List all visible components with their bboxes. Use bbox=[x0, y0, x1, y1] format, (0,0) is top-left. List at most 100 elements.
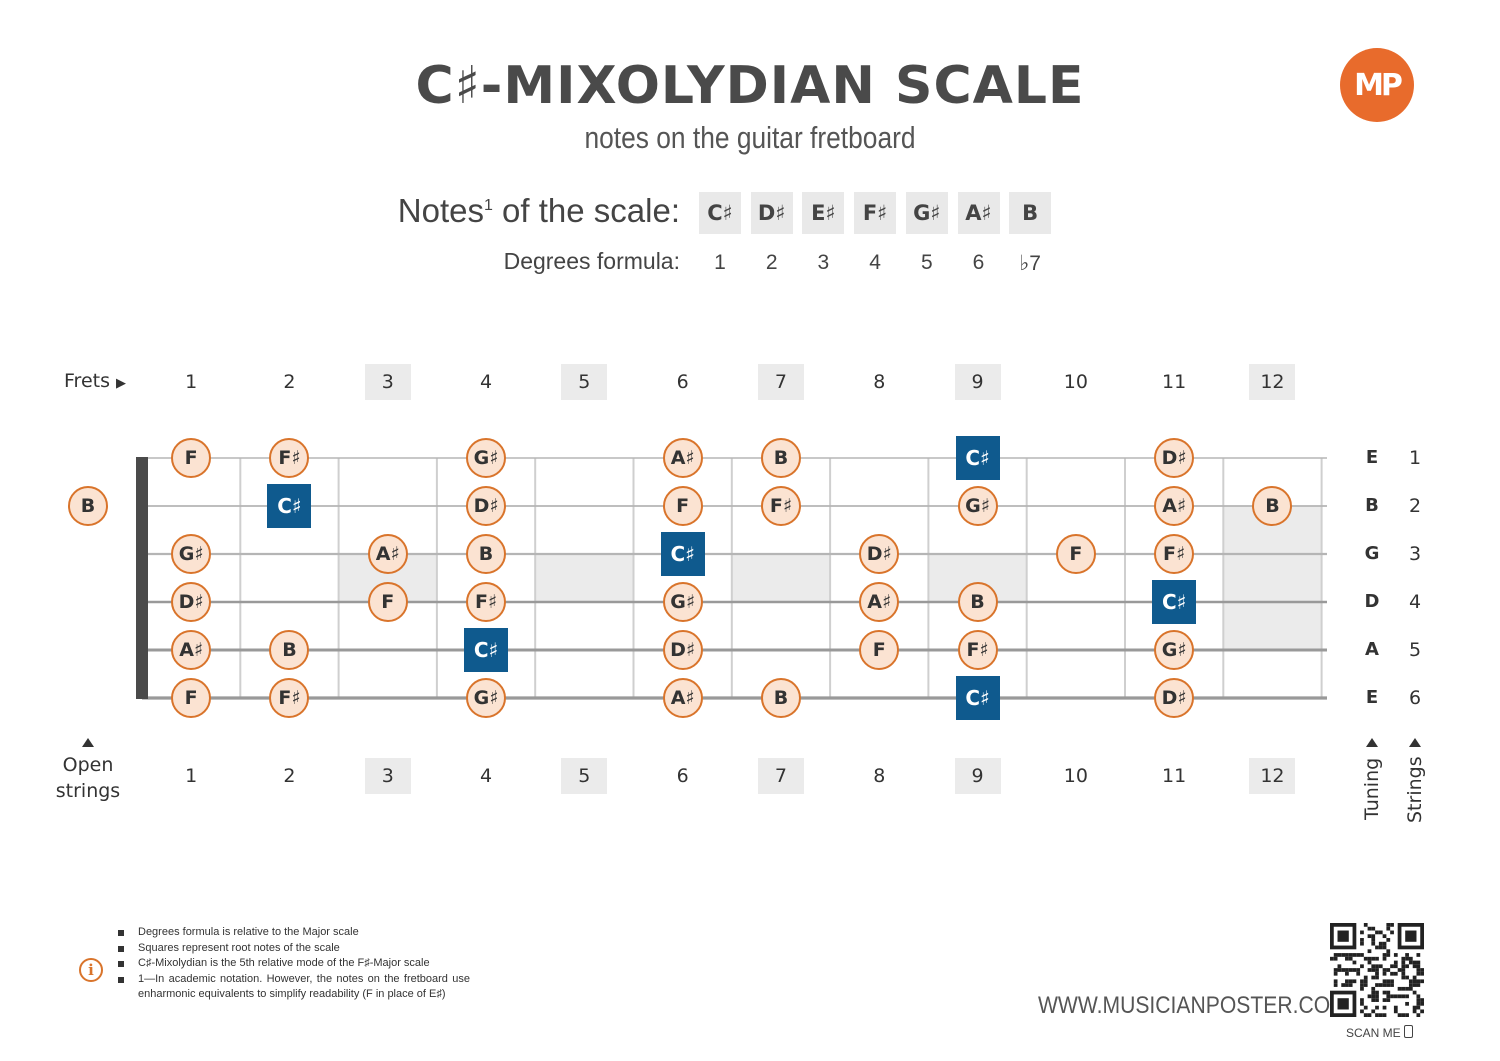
qr-module bbox=[1352, 953, 1357, 957]
degree-value: 2 bbox=[765, 251, 778, 274]
qr-module bbox=[1420, 998, 1424, 1002]
qr-module bbox=[1341, 953, 1346, 957]
root-note-square: C♯ bbox=[660, 532, 705, 576]
scale-note-circle: A♯ bbox=[1154, 486, 1195, 526]
footnote-item: 1—In academic notation. However, the not… bbox=[118, 972, 470, 1003]
fret-number: 2 bbox=[283, 765, 296, 787]
scale-note-box: E♯ bbox=[802, 192, 845, 234]
fret-marker-shade bbox=[535, 554, 634, 602]
qr-module bbox=[1367, 934, 1372, 939]
qr-module bbox=[1390, 964, 1394, 969]
qr-module bbox=[1382, 990, 1387, 995]
qr-module bbox=[1363, 983, 1368, 987]
qr-module bbox=[1412, 1009, 1417, 1014]
qr-module bbox=[1375, 998, 1379, 1002]
qr-module bbox=[1345, 979, 1349, 984]
qr-module bbox=[1405, 1001, 1409, 1006]
open-label-line2: strings bbox=[55, 780, 121, 802]
fret-number: 10 bbox=[1063, 765, 1088, 787]
qr-module bbox=[1356, 971, 1361, 976]
qr-module bbox=[1397, 994, 1402, 999]
qr-module bbox=[1386, 983, 1391, 987]
footnote-item: C♯-Mixolydian is the 5th relative mode o… bbox=[118, 956, 470, 972]
qr-module bbox=[1401, 968, 1406, 972]
fret-marker-shade bbox=[731, 554, 831, 602]
qr-module bbox=[1401, 956, 1406, 961]
scale-note-circle: D♯ bbox=[1154, 678, 1195, 718]
qr-module bbox=[1386, 990, 1391, 995]
qr-module bbox=[1382, 953, 1387, 957]
qr-module bbox=[1367, 994, 1372, 999]
degree-value: 5 bbox=[920, 251, 933, 274]
qr-module bbox=[1386, 949, 1391, 954]
qr-module bbox=[1371, 986, 1376, 991]
qr-module bbox=[1412, 975, 1417, 980]
scale-note-circle: F♯ bbox=[466, 582, 507, 622]
fret-number: 11 bbox=[1162, 765, 1187, 787]
qr-module bbox=[1412, 979, 1417, 984]
qr-module bbox=[1405, 986, 1409, 991]
footnote-item: Degrees formula is relative to the Major… bbox=[118, 925, 470, 941]
qr-module bbox=[1360, 1009, 1364, 1014]
scale-note-circle: G♯ bbox=[466, 438, 507, 478]
fret-number: 1 bbox=[185, 765, 198, 787]
scale-note-circle: A♯ bbox=[859, 582, 900, 622]
qr-module bbox=[1416, 979, 1421, 984]
qr-module bbox=[1401, 994, 1406, 999]
scale-note-box: D♯ bbox=[750, 192, 793, 234]
qr-module bbox=[1360, 979, 1364, 984]
fret-number: 9 bbox=[954, 758, 1001, 794]
qr-module bbox=[1405, 956, 1409, 961]
open-strings-label: Open strings bbox=[48, 752, 128, 804]
scale-note-circle: F♯ bbox=[269, 438, 310, 478]
fret-number: 6 bbox=[676, 371, 689, 393]
qr-module bbox=[1363, 956, 1368, 961]
qr-module bbox=[1420, 968, 1424, 972]
qr-module bbox=[1386, 994, 1391, 999]
scale-note-box: B bbox=[1009, 192, 1052, 234]
qr-code[interactable] bbox=[1330, 923, 1424, 1017]
fret-number: 7 bbox=[757, 364, 804, 400]
tuning-label: Tuning bbox=[1361, 757, 1383, 820]
qr-module bbox=[1408, 960, 1413, 965]
qr-module bbox=[1375, 975, 1379, 980]
qr-module bbox=[1345, 971, 1349, 976]
arrow-right-icon: ▶ bbox=[116, 376, 127, 391]
qr-finder-center bbox=[1405, 930, 1417, 942]
scale-notes-label: Notes1 of the scale: bbox=[380, 192, 680, 230]
qr-module bbox=[1382, 941, 1387, 946]
fret-number: 10 bbox=[1063, 371, 1088, 393]
qr-module bbox=[1367, 960, 1372, 965]
scale-note-circle: B bbox=[957, 582, 998, 622]
fret-number: 3 bbox=[364, 364, 411, 400]
scale-note-circle: B bbox=[760, 438, 801, 478]
website-link[interactable]: WWW.MUSICIANPOSTER.COM bbox=[1038, 992, 1348, 1019]
qr-module bbox=[1393, 964, 1398, 969]
root-note-square: C♯ bbox=[464, 628, 509, 672]
scale-notes-label-rest: of the scale: bbox=[492, 192, 680, 229]
qr-module bbox=[1360, 983, 1364, 987]
qr-module bbox=[1375, 945, 1379, 950]
fret-number: 8 bbox=[873, 371, 886, 393]
qr-module bbox=[1337, 953, 1342, 957]
scale-note-box: C♯ bbox=[699, 192, 741, 234]
qr-module bbox=[1382, 1005, 1387, 1010]
qr-module bbox=[1333, 968, 1338, 972]
qr-module bbox=[1412, 964, 1417, 969]
brand-logo[interactable]: MP bbox=[1340, 48, 1414, 122]
string-number: 6 bbox=[1408, 687, 1422, 709]
footnote-item: Squares represent root notes of the scal… bbox=[118, 941, 470, 957]
qr-module bbox=[1386, 953, 1391, 957]
qr-module bbox=[1412, 983, 1417, 987]
string-number: 2 bbox=[1408, 495, 1422, 517]
scale-note-circle: F bbox=[859, 630, 900, 670]
footnotes: Degrees formula is relative to the Major… bbox=[118, 925, 470, 1003]
scale-note-box: F♯ bbox=[854, 192, 897, 234]
qr-module bbox=[1371, 975, 1376, 980]
scale-note-circle: F♯ bbox=[957, 630, 998, 670]
fret-number: 12 bbox=[1249, 364, 1296, 400]
scale-note-circle: G♯ bbox=[662, 582, 703, 622]
string-number: 5 bbox=[1408, 639, 1422, 661]
qr-module bbox=[1330, 956, 1334, 961]
qr-module bbox=[1405, 1013, 1409, 1017]
